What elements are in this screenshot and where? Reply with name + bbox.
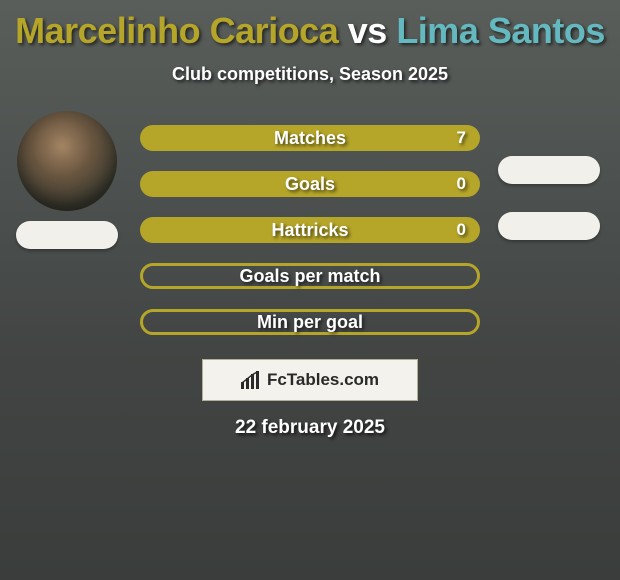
title-player2: Lima Santos xyxy=(396,10,605,51)
container: Marcelinho Carioca vs Lima Santos Club c… xyxy=(0,0,620,439)
left-player-column xyxy=(8,111,126,249)
stat-label: Min per goal xyxy=(257,312,363,333)
date-label: 22 february 2025 xyxy=(0,417,620,439)
page-title: Marcelinho Carioca vs Lima Santos xyxy=(0,10,620,52)
stat-value-left: 0 xyxy=(457,220,466,240)
chart-bars-icon xyxy=(241,371,261,389)
stat-label: Goals xyxy=(285,174,335,195)
player1-avatar xyxy=(17,111,117,211)
stat-bar-min-per-goal: Min per goal xyxy=(140,309,480,335)
player2-name-pill-1 xyxy=(498,156,600,184)
stat-bar-goals-per-match: Goals per match xyxy=(140,263,480,289)
title-player1: Marcelinho Carioca xyxy=(15,10,338,51)
brand-text: FcTables.com xyxy=(267,370,379,390)
stat-value-left: 7 xyxy=(457,128,466,148)
stat-bar-matches: Matches 7 xyxy=(140,125,480,151)
stat-bars: Matches 7 Goals 0 Hattricks 0 Goals per match M… xyxy=(140,125,480,335)
stat-value-left: 0 xyxy=(457,174,466,194)
subtitle: Club competitions, Season 2025 xyxy=(0,64,620,85)
stat-label: Hattricks xyxy=(271,220,348,241)
title-vs: vs xyxy=(348,10,387,51)
stat-label: Goals per match xyxy=(239,266,380,287)
stat-bar-hattricks: Hattricks 0 xyxy=(140,217,480,243)
player1-name-pill xyxy=(16,221,118,249)
player2-name-pill-2 xyxy=(498,212,600,240)
stat-bar-goals: Goals 0 xyxy=(140,171,480,197)
right-player-column xyxy=(490,111,608,240)
stat-label: Matches xyxy=(274,128,346,149)
compare-section: Matches 7 Goals 0 Hattricks 0 Goals per match M… xyxy=(0,125,620,335)
brand-box[interactable]: FcTables.com xyxy=(202,359,418,401)
